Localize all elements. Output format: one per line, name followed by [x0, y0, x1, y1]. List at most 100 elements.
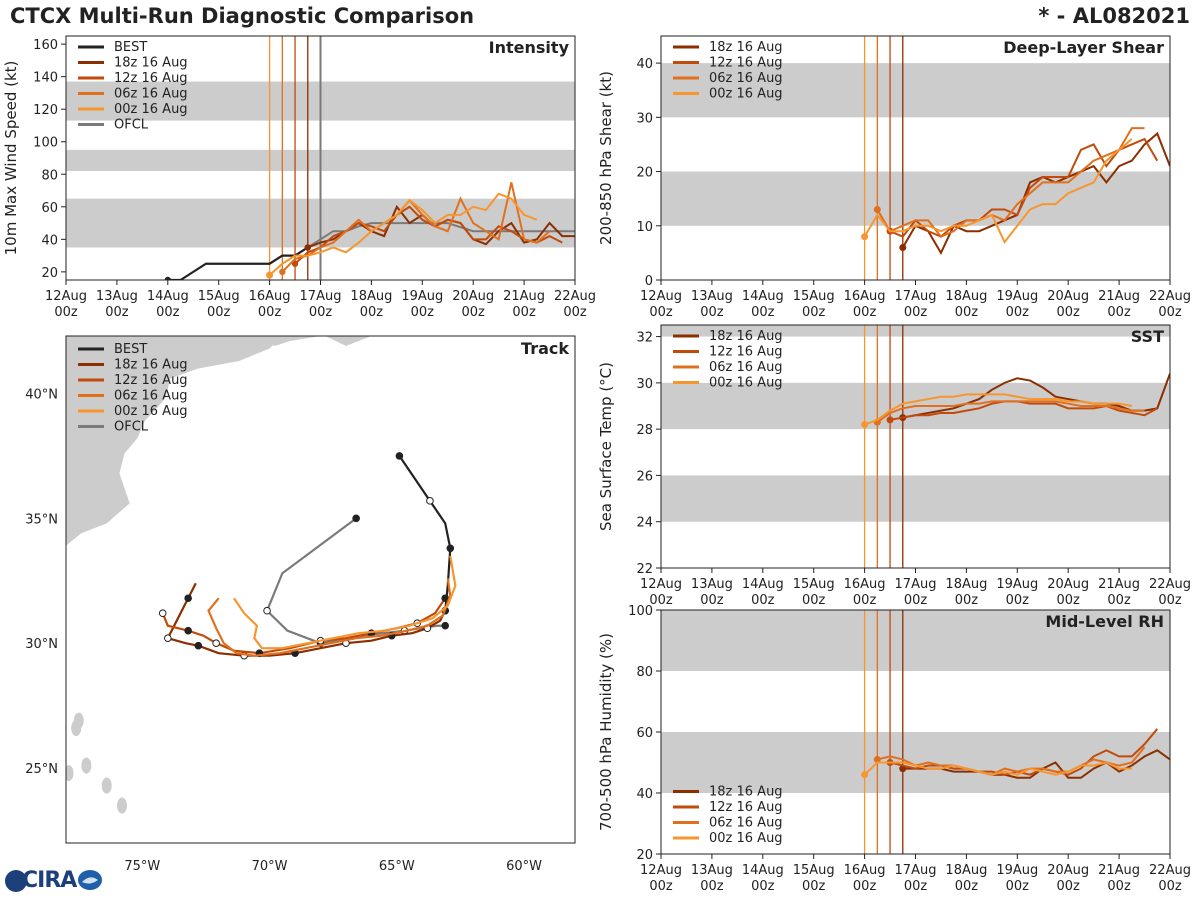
x-tick-label-hour: 00z — [1006, 879, 1030, 894]
x-tick-label-hour: 00z — [700, 879, 724, 894]
x-tick-label: 12Aug — [45, 289, 87, 304]
x-tick-label: 17Aug — [895, 863, 937, 878]
x-tick-label-hour: 00z — [462, 305, 486, 320]
legend-label: 06z 16 Aug — [114, 389, 188, 404]
track-BEST — [398, 455, 452, 611]
x-tick-label-hour: 00z — [1006, 305, 1030, 320]
series-12z-16-Aug — [889, 137, 1159, 238]
x-tick-label-hour: 00z — [309, 305, 333, 320]
x-tick-label: 15Aug — [198, 289, 240, 304]
x-tick-label: 15Aug — [793, 577, 835, 592]
track-position-marker — [164, 634, 172, 643]
cira-logo-text: CIRA — [22, 868, 77, 893]
y-tick-label: 20 — [636, 166, 653, 181]
x-tick-label-hour: 00z — [955, 593, 979, 608]
x-tick-label: 13Aug — [691, 577, 733, 592]
legend-label: 18z 16 Aug — [114, 56, 188, 71]
island-shape — [73, 712, 84, 729]
x-tick-label-hour: 00z — [904, 305, 928, 320]
series-start-marker — [886, 416, 894, 424]
y-axis-label: 10m Max Wind Speed (kt) — [2, 61, 20, 256]
legend-label: 18z 16 Aug — [709, 40, 783, 55]
island-shape — [81, 757, 92, 774]
y-tick-label: 40 — [41, 233, 58, 248]
series-start-marker — [861, 771, 869, 779]
x-tick-label-hour: 00z — [1158, 593, 1182, 608]
x-tick-label: 17Aug — [300, 289, 342, 304]
x-tick-label: 14Aug — [147, 289, 189, 304]
series-00z-16-Aug — [863, 138, 1133, 244]
x-tick-label-hour: 00z — [751, 879, 775, 894]
legend-label: 18z 16 Aug — [709, 329, 783, 344]
x-tick-label: 17Aug — [895, 289, 937, 304]
x-tick-label-hour: 00z — [1107, 593, 1131, 608]
legend-label: 06z 16 Aug — [709, 71, 783, 86]
x-tick-label-hour: 00z — [207, 305, 231, 320]
x-tick-label-hour: 00z — [411, 305, 435, 320]
track-position-marker — [446, 544, 455, 553]
y-tick-label: 40 — [636, 787, 653, 802]
legend-label: 00z 16 Aug — [114, 102, 188, 117]
series-06z-16-Aug — [876, 127, 1145, 238]
y-tick-label: 60 — [41, 201, 58, 216]
y-tick-label: 20 — [636, 848, 653, 863]
x-tick-label-hour: 00z — [853, 593, 877, 608]
x-tick-label-hour: 00z — [751, 593, 775, 608]
track-position-marker — [441, 621, 450, 630]
plot-area — [66, 36, 575, 280]
series-start-marker — [873, 206, 881, 214]
x-tick-label: 12Aug — [640, 577, 682, 592]
x-tick-label: 20Aug — [1047, 289, 1089, 304]
x-tick-label-hour: 00z — [105, 305, 129, 320]
x-tick-label: 20Aug — [1047, 863, 1089, 878]
series-18z-16-Aug — [901, 131, 1170, 256]
legend-label: 18z 16 Aug — [114, 358, 188, 373]
y-tick-label: 30 — [636, 111, 653, 126]
x-tick-label-hour: 00z — [563, 305, 587, 320]
shaded-band — [661, 63, 1170, 118]
series-BEST — [167, 246, 309, 280]
y-tick-label: 0 — [645, 274, 653, 289]
y-tick-label: 120 — [33, 103, 58, 118]
panel-title: Intensity — [489, 38, 570, 57]
x-tick-label: 18Aug — [945, 289, 987, 304]
series-start-marker — [861, 233, 869, 241]
x-tick-label: 14Aug — [742, 289, 784, 304]
series-00z-16-Aug — [268, 192, 538, 276]
map-area — [66, 336, 457, 814]
us-coastline-land — [66, 336, 283, 546]
map-frame — [65, 335, 576, 844]
legend-label: 12z 16 Aug — [709, 56, 783, 71]
shaded-band — [661, 171, 1170, 226]
x-tick-label-hour: 00z — [156, 305, 180, 320]
x-tick-label: 21Aug — [1098, 577, 1140, 592]
y-tick-label: 100 — [628, 604, 653, 619]
x-tick-label: 20Aug — [452, 289, 494, 304]
y-tick-label: 20 — [41, 266, 58, 281]
series-06z-16-Aug — [877, 746, 1146, 776]
x-tick-label: 19Aug — [996, 863, 1038, 878]
panel-title: Deep-Layer Shear — [1003, 38, 1164, 57]
y-axis-label: 200-850 hPa Shear (kt) — [597, 71, 615, 245]
x-tick-label: 21Aug — [503, 289, 545, 304]
x-tick-label-hour: 00z — [649, 593, 673, 608]
lat-tick-label: 40°N — [25, 387, 58, 402]
cira-logo — [5, 870, 102, 892]
legend-label: 12z 16 Aug — [709, 345, 783, 360]
y-tick-label: 80 — [41, 168, 58, 183]
x-tick-label: 15Aug — [793, 863, 835, 878]
y-tick-label: 32 — [636, 331, 653, 346]
x-tick-label: 13Aug — [691, 863, 733, 878]
plot-area — [661, 325, 1170, 568]
x-tick-label: 22Aug — [1149, 577, 1191, 592]
storm-id-label: * - AL082021 — [1038, 4, 1190, 28]
x-tick-label-hour: 00z — [1006, 593, 1030, 608]
x-tick-label-hour: 00z — [258, 305, 282, 320]
x-tick-label-hour: 00z — [955, 879, 979, 894]
x-tick-label: 14Aug — [742, 863, 784, 878]
x-tick-label: 22Aug — [1149, 863, 1191, 878]
legend-label: 12z 16 Aug — [709, 800, 783, 815]
island-shape — [66, 765, 74, 782]
x-tick-label-hour: 00z — [512, 305, 536, 320]
legend-label: OFCL — [114, 420, 149, 435]
